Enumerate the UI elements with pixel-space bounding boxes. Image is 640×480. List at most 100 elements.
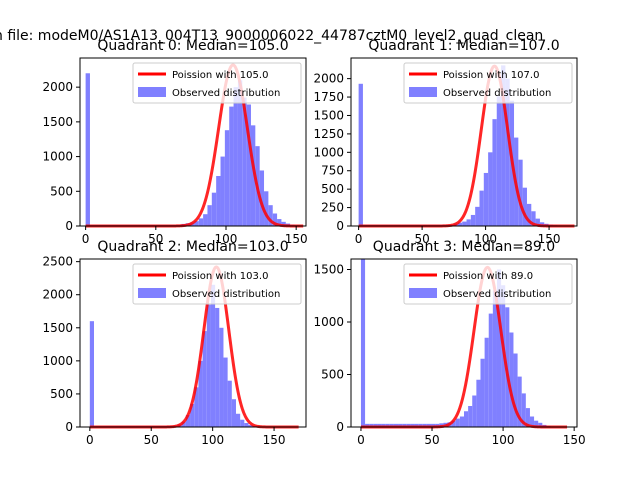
histogram-bar [538,422,543,427]
histogram-bar [246,104,251,226]
histogram-bar [517,376,522,427]
legend: Poission with 103.0 Observed distribution [132,263,302,305]
x-tick-label: 100 [492,433,515,447]
subplot-title: Quadrant 0: Median=105.0 [97,38,288,54]
y-tick-label: 2500 [42,255,73,269]
legend-swatch-hist [138,87,166,97]
histogram-bar [513,353,518,427]
histogram-bar [406,423,411,427]
histogram-bar [398,423,403,427]
histogram-bar [250,125,256,226]
histogram-bar [185,415,191,427]
histogram-bars [360,259,568,427]
legend-swatch-hist [409,87,437,97]
legend-label-hist: Observed distribution [172,289,280,300]
y-tick-label: 750 [321,164,344,178]
legend-label-hist: Observed distribution [443,88,551,99]
y-tick-label: 2000 [42,288,73,302]
histogram-bar [414,423,419,427]
histogram-bar [373,423,378,427]
y-tick-label: 1250 [313,127,344,141]
histogram-bar [277,219,282,226]
histogram-bar [480,358,485,427]
histogram-bar [237,80,243,226]
histogram-bar [459,416,464,427]
legend: Poission with 107.0 Observed distribution [403,62,573,104]
y-tick-label: 2000 [42,80,73,94]
histogram-bar [479,190,484,226]
y-tick-label: 1500 [42,115,73,129]
histogram-bar [210,284,216,427]
subplots: Quadrant 0: Median=105.00 50 100 1500500100… [42,38,585,447]
histogram-bar [281,221,286,226]
histogram-bar [522,187,527,226]
x-tick-label: 0 [355,232,363,246]
histogram-bar [422,423,427,427]
histogram-bar [206,304,211,427]
y-tick-label: 1500 [313,108,344,122]
histogram-bar [475,206,480,226]
subplot-title: Quadrant 1: Median=107.0 [368,38,559,54]
histogram-bar [360,259,366,427]
histogram-bar [402,423,407,427]
histogram-bars [89,284,291,427]
y-tick-label: 0 [65,420,73,434]
x-tick-label: 50 [414,232,429,246]
histogram-bar [496,96,502,226]
x-tick-label: 150 [538,232,561,246]
y-tick-label: 1000 [313,315,344,329]
histogram-bar [496,269,502,427]
histogram-bar [89,321,95,427]
histogram-bar [525,408,530,427]
histogram-bar [358,83,363,226]
histogram-bar [216,176,221,226]
histogram-bar [219,327,224,427]
subplot-1: Quadrant 1: Median=107.00 50 100 1500250500… [313,38,578,246]
legend-box [132,263,302,305]
histogram-bar [466,219,471,226]
histogram-bar [393,423,399,427]
histogram-bar [264,191,269,226]
histogram-bar [235,413,241,427]
histogram-bar [501,65,506,226]
histogram-bar [242,97,247,226]
legend-label-fit: Poission with 103.0 [172,271,268,282]
histogram-bar [259,170,265,226]
histogram-bar [410,423,415,427]
histogram-bar [505,78,510,226]
x-tick-label: 150 [563,433,586,447]
x-tick-label: 50 [144,433,159,447]
x-tick-label: 0 [82,232,90,246]
y-tick-label: 500 [50,184,73,198]
subplot-2: Quadrant 2: Median=103.00 50 100 1500500100… [42,239,307,447]
legend-box [403,263,573,305]
y-tick-label: 1000 [42,150,73,164]
x-tick-label: 100 [215,232,238,246]
legend: Poission with 105.0 Observed distribution [132,62,302,104]
histogram-bar [472,395,477,427]
histogram-bar [365,423,370,427]
y-tick-label: 1750 [313,90,344,104]
histogram-bar [476,379,481,427]
histogram-bar [198,360,203,427]
histogram-bar [223,357,228,427]
histogram-bar [468,406,473,427]
histogram-bar [224,130,230,226]
y-tick-label: 250 [321,201,344,215]
y-tick-label: 500 [50,387,73,401]
histogram-bar [462,221,467,226]
x-tick-label: 50 [148,232,163,246]
histogram-bar [202,331,207,427]
legend-swatch-hist [409,288,437,298]
histogram-bar [377,423,382,427]
legend-box [403,62,573,104]
histogram-bar [488,152,493,226]
histogram-bar [518,159,523,226]
x-tick-label: 100 [201,433,224,447]
histogram-bar [488,313,493,427]
legend-label-hist: Observed distribution [443,289,551,300]
histogram-bar [539,222,545,226]
histogram-bar [369,423,374,427]
histogram-bar [181,421,186,427]
